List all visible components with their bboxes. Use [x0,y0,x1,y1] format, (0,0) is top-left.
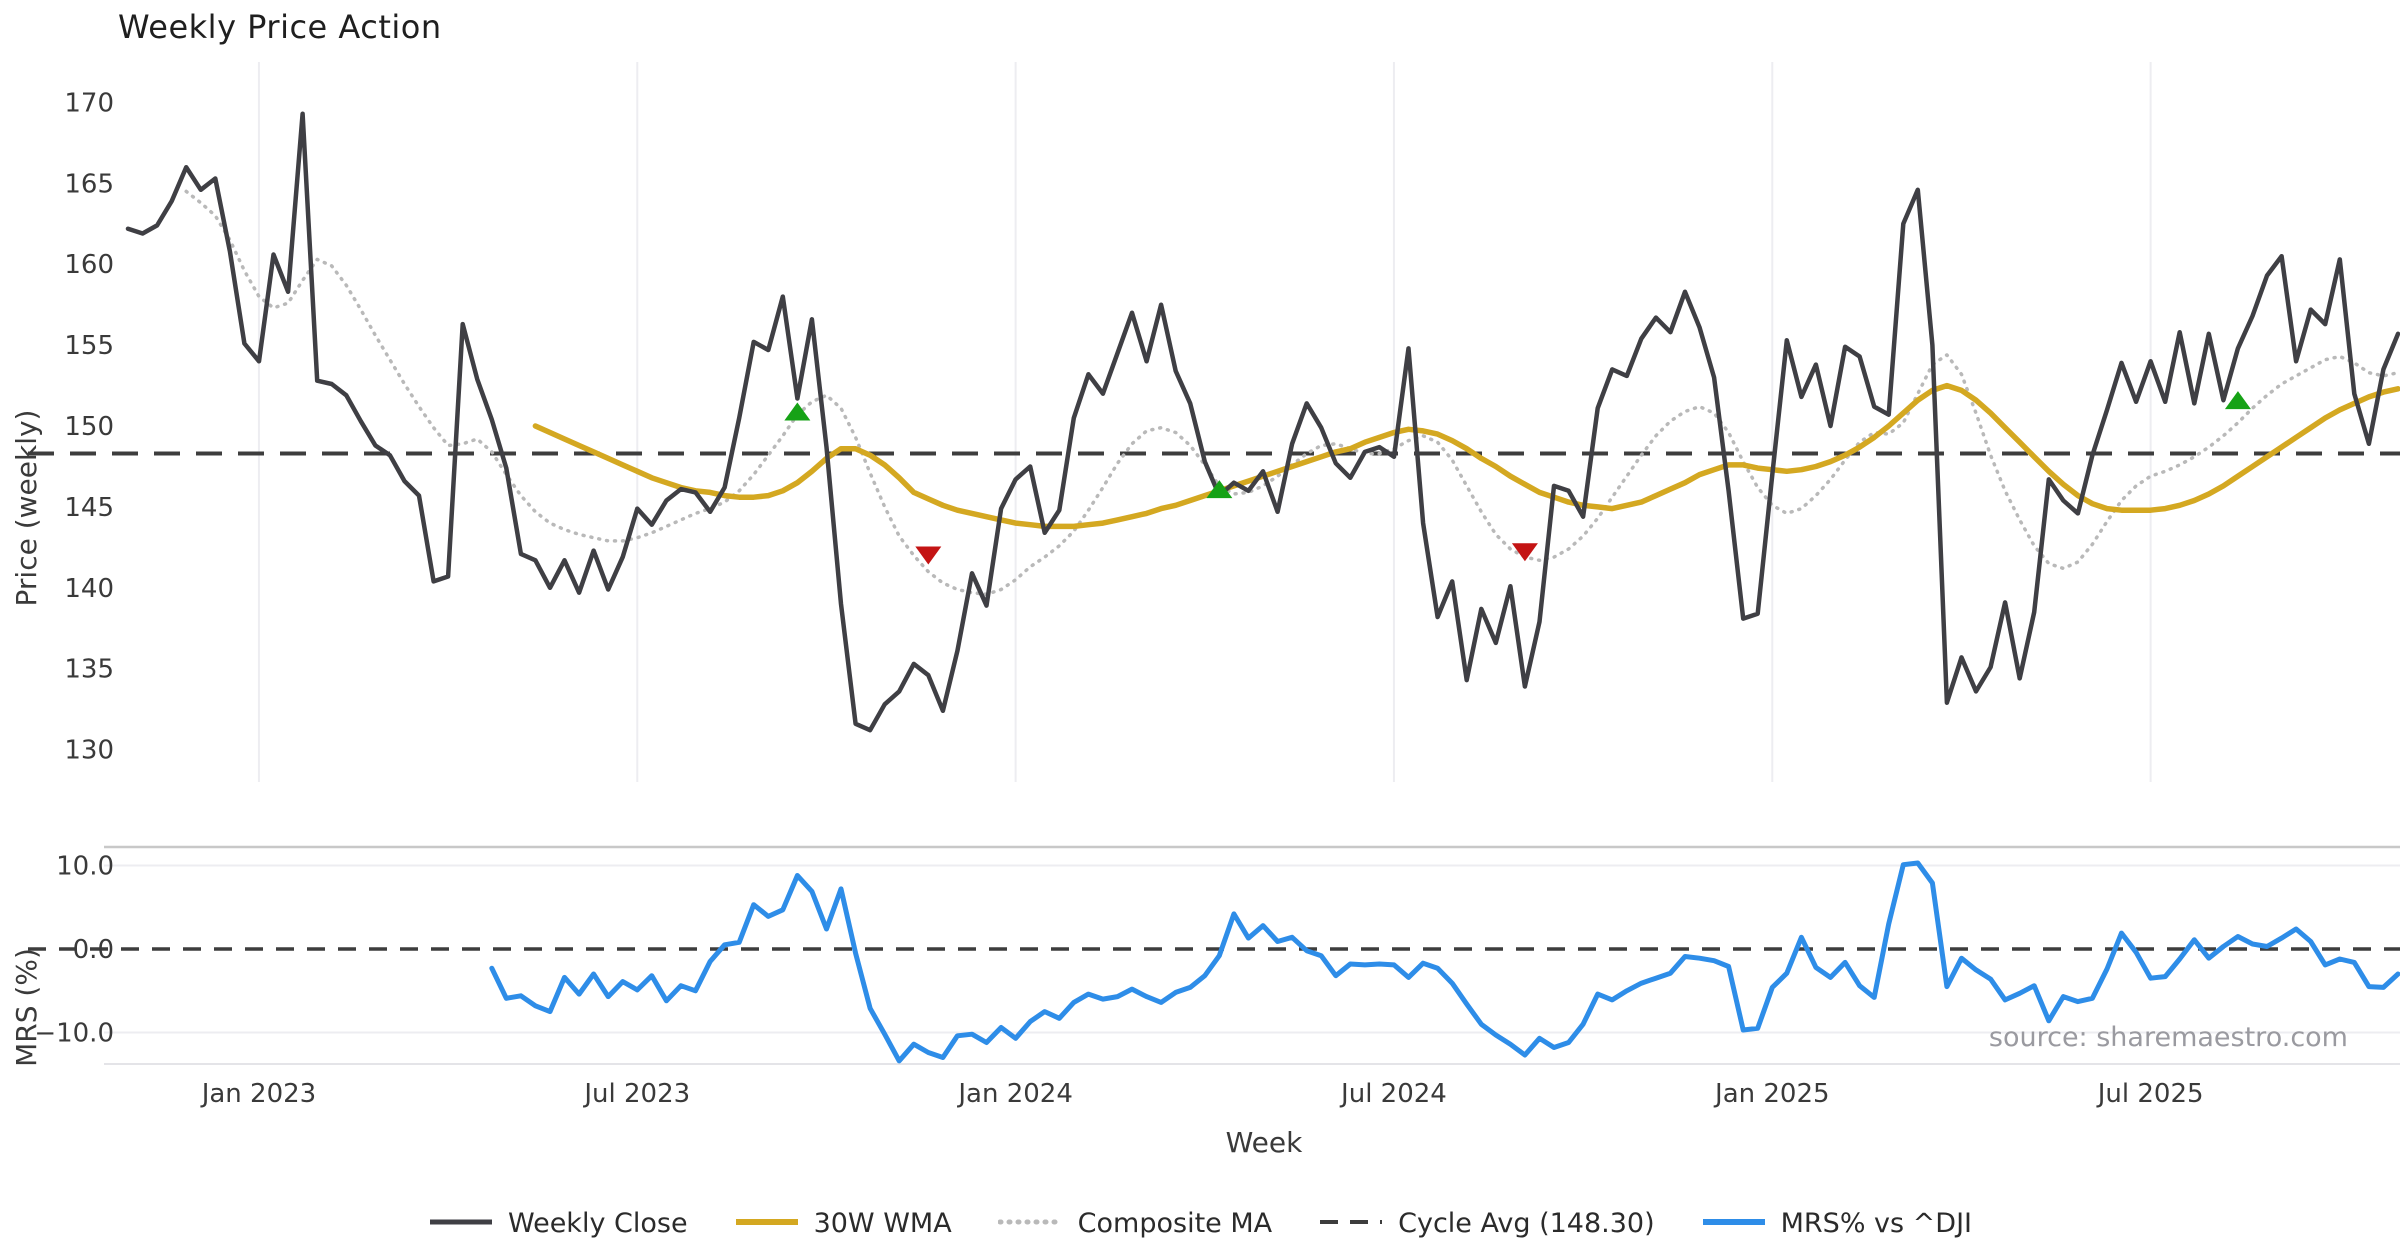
legend-label: Weekly Close [507,1208,688,1239]
signal-markers [784,391,2251,565]
data-series [28,111,2400,1064]
buy-signal-marker [1206,480,1233,499]
xtick-label: Jan 2025 [1713,1079,1830,1109]
sell-signal-marker [1511,543,1538,562]
buy-signal-marker [784,402,811,421]
composite-ma-line-icon [997,1214,1065,1234]
legend-label: Composite MA [1077,1208,1273,1239]
xtick-label: Jul 2024 [1339,1079,1447,1109]
xtick-label: Jan 2024 [956,1079,1073,1109]
gridlines [104,62,2400,1065]
legend-item-cycle-avg: Cycle Avg (148.30) [1318,1208,1655,1239]
legend-item-30w-wma: 30W WMA [734,1208,952,1239]
price-ytick-label: 165 [64,169,114,199]
price-ytick-label: 145 [64,493,114,523]
mrs-y-axis-label: MRS (%) [10,948,43,1067]
mrs-line-icon [1701,1214,1767,1234]
cycle-avg-line-icon [1318,1214,1384,1234]
sell-signal-marker [915,546,942,565]
legend-item-weekly-close: Weekly Close [428,1208,688,1239]
buy-signal-marker [2224,391,2251,410]
xtick-label: Jul 2023 [582,1079,690,1109]
xtick-label: Jan 2023 [200,1079,317,1109]
series-mrs [489,860,2400,1064]
price-ytick-label: 160 [64,250,114,280]
legend-item-composite-ma: Composite MA [997,1208,1273,1239]
mrs-ytick-label: −10.0 [34,1019,114,1049]
legend: Weekly Close 30W WMA Composite MA Cycle … [0,1208,2400,1239]
price-ytick-label: 140 [64,574,114,604]
weekly-close-line-icon [428,1214,494,1234]
price-ytick-label: 155 [64,331,114,361]
mrs-ytick-label: 0.0 [73,935,114,965]
series-30w-wma [532,382,2400,530]
legend-label: MRS% vs ^DJI [1780,1208,1973,1239]
wma-line-icon [734,1214,800,1234]
legend-item-mrs: MRS% vs ^DJI [1701,1208,1972,1239]
price-ytick-label: 170 [64,88,114,118]
price-y-axis-label: Price (weekly) [10,410,43,607]
source-note: source: sharemaestro.com [1988,1022,2348,1053]
x-axis-label: Week [1226,1126,1303,1159]
price-ytick-label: 130 [64,736,114,766]
chart-title: Weekly Price Action [118,8,442,46]
xtick-label: Jul 2025 [2096,1079,2204,1109]
series-weekly-close [125,111,2400,733]
legend-label: Cycle Avg (148.30) [1398,1208,1655,1239]
price-ytick-label: 150 [64,412,114,442]
legend-label: 30W WMA [813,1208,952,1239]
price-ytick-label: 135 [64,655,114,685]
mrs-ytick-label: 10.0 [56,852,114,882]
axis-text: 130 135 140 145 150 155 160 165 170 10.0 0.0 −10.0 J… [10,88,2204,1159]
